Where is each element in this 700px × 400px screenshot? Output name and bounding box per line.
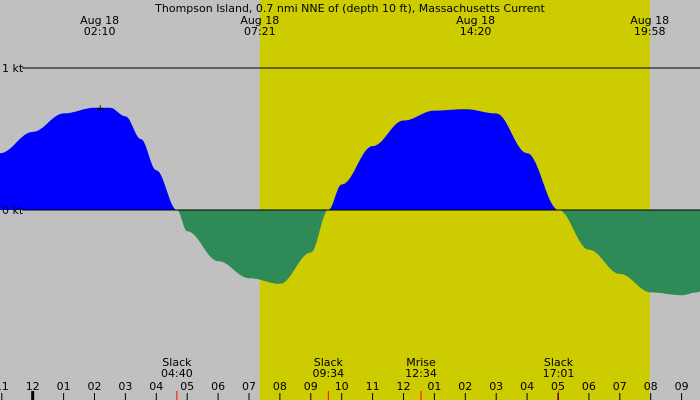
x-tick-label-16: 03 xyxy=(489,380,503,393)
event-label-3: Slack xyxy=(544,356,574,369)
event-label-2: Mrise xyxy=(406,356,436,369)
x-tick-label-12: 11 xyxy=(366,380,380,393)
extreme-date-2: Aug 18 xyxy=(456,14,495,27)
flood-area-1 xyxy=(0,107,178,210)
x-tick-label-17: 04 xyxy=(520,380,534,393)
x-tick-label-10: 09 xyxy=(304,380,318,393)
event-time-0: 04:40 xyxy=(161,367,193,380)
extreme-time-2: 14:20 xyxy=(460,25,492,38)
chart-title: Thompson Island, 0.7 nmi NNE of (depth 1… xyxy=(154,2,545,15)
x-tick-label-7: 06 xyxy=(211,380,225,393)
current-area-layer xyxy=(0,107,700,296)
x-tick-label-9: 08 xyxy=(273,380,287,393)
extreme-time-3: 19:58 xyxy=(634,25,666,38)
extreme-date-0: Aug 18 xyxy=(80,14,119,27)
event-label-0: Slack xyxy=(162,356,192,369)
event-time-1: 09:34 xyxy=(312,367,344,380)
x-tick-label-3: 02 xyxy=(88,380,102,393)
x-tick-label-4: 03 xyxy=(118,380,132,393)
flood-area-3 xyxy=(329,109,560,210)
event-time-3: 17:01 xyxy=(543,367,575,380)
extreme-date-1: Aug 18 xyxy=(240,14,279,27)
event-time-2: 12:34 xyxy=(405,367,437,380)
x-tick-label-11: 10 xyxy=(335,380,349,393)
y-tick-label-1: 0 kt xyxy=(2,204,24,217)
event-label-1: Slack xyxy=(314,356,344,369)
x-tick-label-6: 05 xyxy=(180,380,194,393)
x-tick-label-21: 08 xyxy=(644,380,658,393)
y-tick-label-0: 1 kt xyxy=(2,62,24,75)
x-tick-label-18: 05 xyxy=(551,380,565,393)
ebb-area-4 xyxy=(559,210,700,296)
peak-marker: + xyxy=(96,102,105,115)
x-tick-label-22: 09 xyxy=(675,380,689,393)
x-tick-label-14: 01 xyxy=(427,380,441,393)
extreme-date-3: Aug 18 xyxy=(630,14,669,27)
x-tick-label-1: 12 xyxy=(26,380,40,393)
x-tick-label-19: 06 xyxy=(582,380,596,393)
x-tick-label-5: 04 xyxy=(149,380,163,393)
x-tick-label-0: 11 xyxy=(0,380,9,393)
ebb-area-2 xyxy=(177,210,329,284)
x-tick-label-13: 12 xyxy=(397,380,411,393)
axis-layer: 1 kt 0 kt + xyxy=(2,62,700,217)
x-tick-label-15: 02 xyxy=(458,380,472,393)
x-tick-label-2: 01 xyxy=(57,380,71,393)
x-tick-label-20: 07 xyxy=(613,380,627,393)
extreme-time-1: 07:21 xyxy=(244,25,276,38)
x-tick-label-8: 07 xyxy=(242,380,256,393)
extreme-time-0: 02:10 xyxy=(84,25,116,38)
